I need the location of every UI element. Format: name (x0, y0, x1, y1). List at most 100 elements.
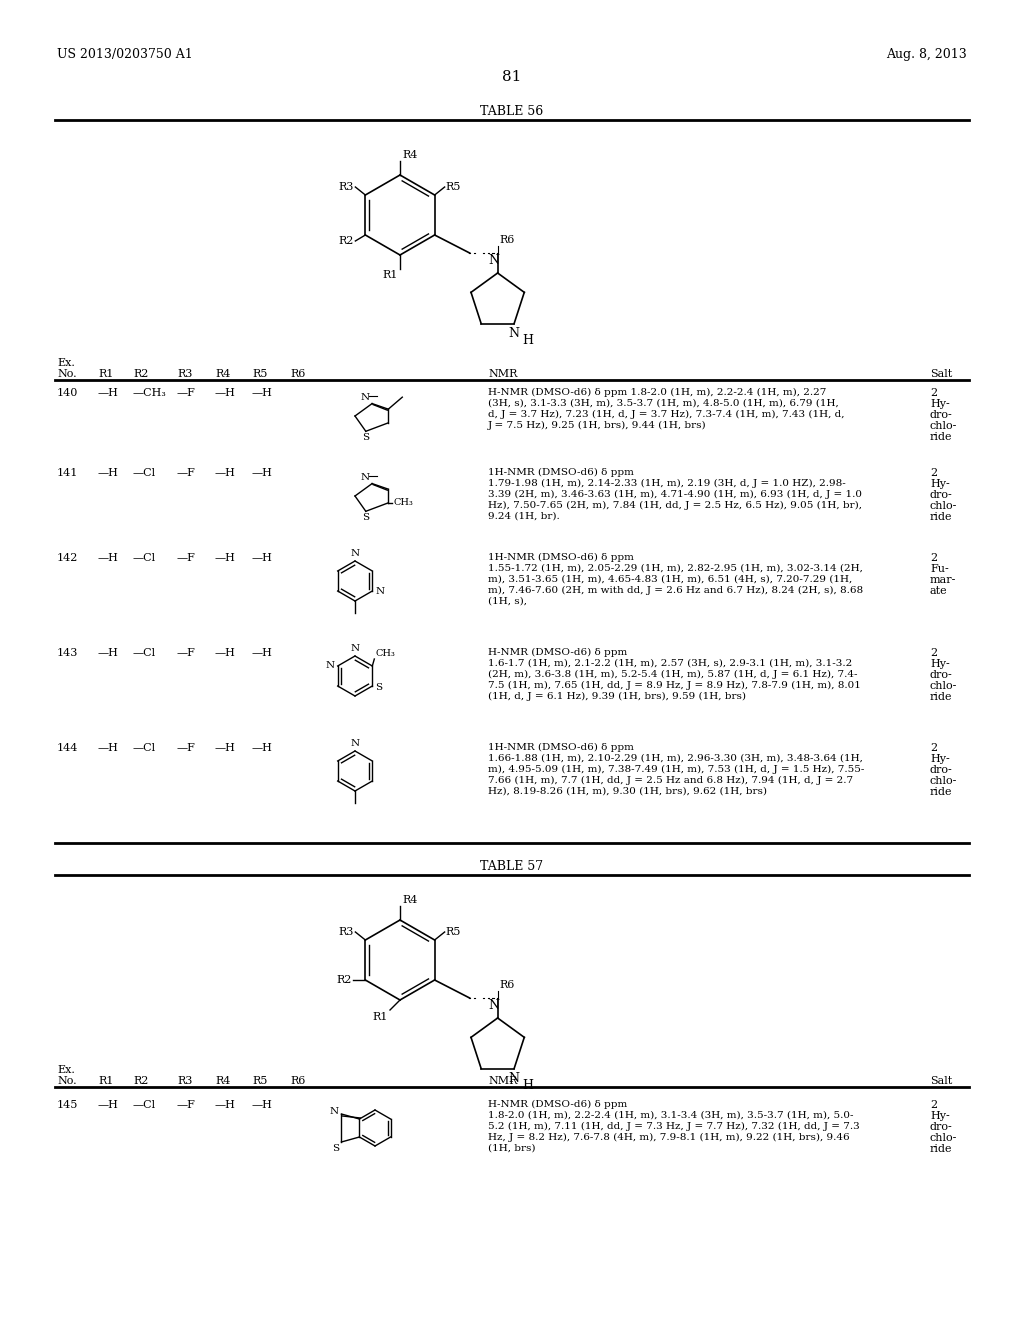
Text: H: H (522, 334, 534, 347)
Text: —Cl: —Cl (133, 648, 156, 657)
Text: R5: R5 (252, 1076, 267, 1086)
Text: R5: R5 (252, 370, 267, 379)
Text: NMR: NMR (488, 1076, 517, 1086)
Text: —F: —F (177, 743, 196, 752)
Text: R3: R3 (338, 182, 353, 191)
Text: Salt: Salt (930, 1076, 952, 1086)
Text: (2H, m), 3.6-3.8 (1H, m), 5.2-5.4 (1H, m), 5.87 (1H, d, J = 6.1 Hz), 7.4-: (2H, m), 3.6-3.8 (1H, m), 5.2-5.4 (1H, m… (488, 671, 857, 678)
Text: Hz), 8.19-8.26 (1H, m), 9.30 (1H, brs), 9.62 (1H, brs): Hz), 8.19-8.26 (1H, m), 9.30 (1H, brs), … (488, 787, 767, 796)
Text: —H: —H (98, 469, 119, 478)
Text: chlo-: chlo- (930, 1133, 957, 1143)
Text: Fu-: Fu- (930, 564, 949, 574)
Text: Salt: Salt (930, 370, 952, 379)
Text: dro-: dro- (930, 671, 952, 680)
Text: S: S (332, 1144, 339, 1152)
Text: N: N (361, 392, 370, 401)
Text: R1: R1 (98, 1076, 114, 1086)
Text: R2: R2 (336, 975, 351, 985)
Text: R5: R5 (445, 182, 461, 191)
Text: H-NMR (DMSO-d6) δ ppm: H-NMR (DMSO-d6) δ ppm (488, 648, 628, 657)
Text: 1.66-1.88 (1H, m), 2.10-2.29 (1H, m), 2.96-3.30 (3H, m), 3.48-3.64 (1H,: 1.66-1.88 (1H, m), 2.10-2.29 (1H, m), 2.… (488, 754, 863, 763)
Text: No.: No. (57, 370, 77, 379)
Text: N: N (326, 661, 335, 671)
Text: N: N (350, 644, 359, 653)
Text: ride: ride (930, 692, 952, 702)
Text: S: S (362, 513, 370, 523)
Text: dro-: dro- (930, 1122, 952, 1133)
Text: S: S (376, 682, 382, 692)
Text: —F: —F (177, 388, 196, 399)
Text: —H: —H (215, 388, 236, 399)
Text: —Cl: —Cl (133, 1100, 156, 1110)
Text: chlo-: chlo- (930, 776, 957, 785)
Text: R5: R5 (445, 927, 461, 937)
Text: N: N (376, 586, 384, 595)
Text: N: N (509, 326, 519, 339)
Text: 9.24 (1H, br).: 9.24 (1H, br). (488, 512, 560, 521)
Text: 5.2 (1H, m), 7.11 (1H, dd, J = 7.3 Hz, J = 7.7 Hz), 7.32 (1H, dd, J = 7.3: 5.2 (1H, m), 7.11 (1H, dd, J = 7.3 Hz, J… (488, 1122, 860, 1131)
Text: Ex.: Ex. (57, 358, 75, 368)
Text: —H: —H (215, 1100, 236, 1110)
Text: R6: R6 (500, 235, 515, 246)
Text: Hy-: Hy- (930, 399, 949, 409)
Text: dro-: dro- (930, 766, 952, 775)
Text: —H: —H (98, 1100, 119, 1110)
Text: R1: R1 (373, 1012, 388, 1022)
Text: 140: 140 (57, 388, 79, 399)
Text: Hy-: Hy- (930, 659, 949, 669)
Text: —H: —H (98, 743, 119, 752)
Text: m), 7.46-7.60 (2H, m with dd, J = 2.6 Hz and 6.7 Hz), 8.24 (2H, s), 8.68: m), 7.46-7.60 (2H, m with dd, J = 2.6 Hz… (488, 586, 863, 595)
Text: —F: —F (177, 648, 196, 657)
Text: —Cl: —Cl (133, 553, 156, 564)
Text: CH₃: CH₃ (393, 499, 413, 507)
Text: TABLE 56: TABLE 56 (480, 106, 544, 117)
Text: —F: —F (177, 469, 196, 478)
Text: 81: 81 (503, 70, 521, 84)
Text: —F: —F (177, 1100, 196, 1110)
Text: Hy-: Hy- (930, 479, 949, 488)
Text: Hz), 7.50-7.65 (2H, m), 7.84 (1H, dd, J = 2.5 Hz, 6.5 Hz), 9.05 (1H, br),: Hz), 7.50-7.65 (2H, m), 7.84 (1H, dd, J … (488, 502, 862, 510)
Text: R3: R3 (338, 927, 353, 937)
Text: mar-: mar- (930, 576, 956, 585)
Text: N: N (330, 1107, 338, 1117)
Text: 2: 2 (930, 743, 937, 752)
Text: ride: ride (930, 512, 952, 521)
Text: ate: ate (930, 586, 947, 597)
Text: Aug. 8, 2013: Aug. 8, 2013 (886, 48, 967, 61)
Text: H-NMR (DMSO-d6) δ ppm: H-NMR (DMSO-d6) δ ppm (488, 1100, 628, 1109)
Text: 143: 143 (57, 648, 79, 657)
Text: 1H-NMR (DMSO-d6) δ ppm: 1H-NMR (DMSO-d6) δ ppm (488, 469, 634, 477)
Text: 2: 2 (930, 388, 937, 399)
Text: —H: —H (252, 469, 272, 478)
Text: 2: 2 (930, 553, 937, 564)
Text: —F: —F (177, 553, 196, 564)
Text: 2: 2 (930, 648, 937, 657)
Text: chlo-: chlo- (930, 421, 957, 432)
Text: 7.66 (1H, m), 7.7 (1H, dd, J = 2.5 Hz and 6.8 Hz), 7.94 (1H, d, J = 2.7: 7.66 (1H, m), 7.7 (1H, dd, J = 2.5 Hz an… (488, 776, 853, 785)
Text: H-NMR (DMSO-d6) δ ppm 1.8-2.0 (1H, m), 2.2-2.4 (1H, m), 2.27: H-NMR (DMSO-d6) δ ppm 1.8-2.0 (1H, m), 2… (488, 388, 826, 397)
Text: H: H (522, 1078, 534, 1092)
Text: (3H, s), 3.1-3.3 (3H, m), 3.5-3.7 (1H, m), 4.8-5.0 (1H, m), 6.79 (1H,: (3H, s), 3.1-3.3 (3H, m), 3.5-3.7 (1H, m… (488, 399, 839, 408)
Text: 1H-NMR (DMSO-d6) δ ppm: 1H-NMR (DMSO-d6) δ ppm (488, 553, 634, 562)
Text: —H: —H (252, 743, 272, 752)
Text: 2: 2 (930, 469, 937, 478)
Text: R3: R3 (177, 370, 193, 379)
Text: S: S (362, 433, 370, 442)
Text: N: N (361, 473, 370, 482)
Text: 7.5 (1H, m), 7.65 (1H, dd, J = 8.9 Hz, J = 8.9 Hz), 7.8-7.9 (1H, m), 8.01: 7.5 (1H, m), 7.65 (1H, dd, J = 8.9 Hz, J… (488, 681, 861, 690)
Text: —H: —H (98, 553, 119, 564)
Text: R1: R1 (98, 370, 114, 379)
Text: 145: 145 (57, 1100, 79, 1110)
Text: Hy-: Hy- (930, 754, 949, 764)
Text: J = 7.5 Hz), 9.25 (1H, brs), 9.44 (1H, brs): J = 7.5 Hz), 9.25 (1H, brs), 9.44 (1H, b… (488, 421, 707, 430)
Text: 1.79-1.98 (1H, m), 2.14-2.33 (1H, m), 2.19 (3H, d, J = 1.0 HZ), 2.98-: 1.79-1.98 (1H, m), 2.14-2.33 (1H, m), 2.… (488, 479, 846, 488)
Text: R3: R3 (177, 1076, 193, 1086)
Text: R1: R1 (383, 271, 398, 280)
Text: R6: R6 (290, 1076, 305, 1086)
Text: R6: R6 (500, 979, 515, 990)
Text: d, J = 3.7 Hz), 7.23 (1H, d, J = 3.7 Hz), 7.3-7.4 (1H, m), 7.43 (1H, d,: d, J = 3.7 Hz), 7.23 (1H, d, J = 3.7 Hz)… (488, 411, 845, 420)
Text: 144: 144 (57, 743, 79, 752)
Text: R4: R4 (402, 150, 418, 160)
Text: CH₃: CH₃ (376, 649, 395, 657)
Text: —H: —H (215, 648, 236, 657)
